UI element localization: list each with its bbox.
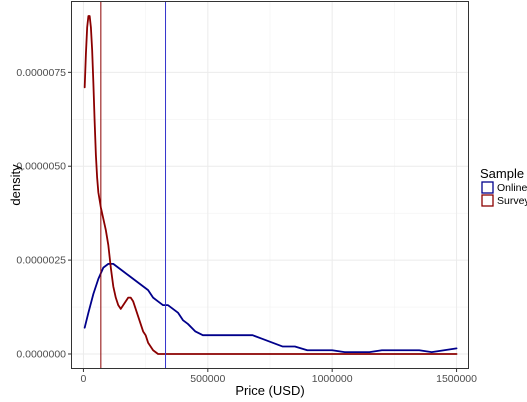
plot-panel — [71, 1, 469, 369]
y-tick-label: 0.0000000 — [16, 348, 66, 360]
x-tick-label: 1000000 — [312, 373, 353, 385]
y-tick-label: 0.0000075 — [16, 67, 66, 79]
legend-title: Sample — [480, 166, 524, 181]
x-tick-label: 0 — [81, 373, 87, 385]
plot-panel-border — [71, 1, 469, 369]
series-layer — [83, 15, 458, 355]
x-axis: 0 500000 1000000 1500000 — [81, 369, 477, 385]
x-axis-title: Price (USD) — [235, 383, 304, 398]
legend-key-survey — [481, 194, 494, 207]
vertical-lines — [100, 1, 167, 369]
y-tick-label: 0.0000025 — [16, 255, 66, 267]
legend-key-online — [481, 181, 494, 194]
y-axis-title: density — [8, 164, 23, 206]
x-tick-label: 500000 — [190, 373, 225, 385]
y-tick-label: 0.0000050 — [16, 161, 66, 173]
minor-gridlines — [71, 1, 469, 369]
series-line-survey — [83, 15, 458, 355]
y-axis: 0.0000000 0.0000025 0.0000050 0.0000075 — [16, 67, 71, 360]
series-line-online — [83, 262, 458, 354]
x-tick-label: 1500000 — [436, 373, 477, 385]
legend-label-survey: Survey — [497, 195, 527, 207]
legend-label-online: Online — [497, 182, 527, 194]
